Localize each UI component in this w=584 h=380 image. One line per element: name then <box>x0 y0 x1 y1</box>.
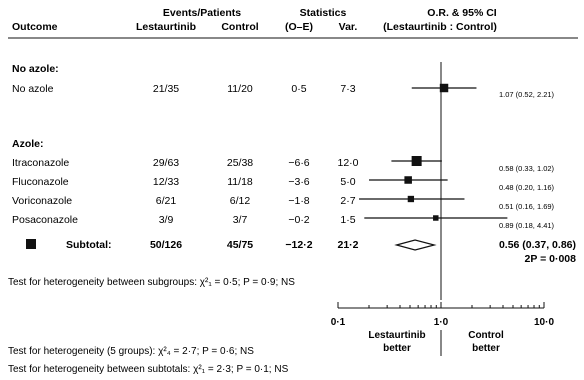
row-arm2: 11/20 <box>227 83 253 95</box>
row-label: Posaconazole <box>12 214 78 226</box>
row-label: No azole <box>12 83 54 95</box>
row-ci-text: 0.58 (0.33, 1.02) <box>499 164 555 173</box>
axis-left-label-line2: better <box>383 343 411 354</box>
axis-left-label-line1: Lestaurtinib <box>368 330 425 341</box>
row-arm1: 6/21 <box>156 195 177 207</box>
point-estimate-square <box>407 195 415 203</box>
footnote-heterogeneity-subtotals: Test for heterogeneity between subtotals… <box>8 364 289 375</box>
row-arm1: 3/9 <box>159 214 174 226</box>
subtotal-p-value: 2P = 0·008 <box>525 253 577 265</box>
row-arm1: 29/63 <box>153 157 179 169</box>
row-var: 1·5 <box>340 214 355 226</box>
row-oe: 0·5 <box>291 83 306 95</box>
table-row: Fluconazole 12/33 11/18 −3·6 5·0 0.48 (0… <box>12 176 555 192</box>
row-arm1: 21/35 <box>153 83 179 95</box>
header-events-group: Events/Patients <box>163 7 241 19</box>
section-heading-no-azole: No azole: <box>12 63 59 75</box>
subtotal-label: Subtotal: <box>66 239 112 251</box>
row-arm2: 3/7 <box>233 214 248 226</box>
subtotal-arm2: 45/75 <box>227 239 253 251</box>
subtotal-var: 21·2 <box>337 239 358 251</box>
footnote-heterogeneity-subgroups: Test for heterogeneity between subgroups… <box>8 277 295 288</box>
subtotal-diamond <box>394 239 437 251</box>
header-or-title: O.R. & 95% CI <box>427 7 497 19</box>
row-var: 2·7 <box>340 195 355 207</box>
x-tick-label: 0·1 <box>331 317 346 328</box>
forest-axis: 0·1 1·0 10·0 <box>331 302 554 356</box>
footnote-heterogeneity-5-groups: Test for heterogeneity (5 groups): χ²₄ =… <box>8 346 254 357</box>
row-oe: −3·6 <box>288 176 309 188</box>
point-estimate-square <box>404 176 412 184</box>
axis-right-label-line2: better <box>472 343 500 354</box>
table-row: Posaconazole 3/9 3/7 −0·2 1·5 0.89 (0.18… <box>12 214 555 230</box>
row-label: Itraconazole <box>12 157 69 169</box>
header-oe: (O–E) <box>285 21 313 33</box>
x-tick-label: 1·0 <box>434 317 449 328</box>
header-var: Var. <box>339 21 358 33</box>
table-row: Voriconazole 6/21 6/12 −1·8 2·7 0.51 (0.… <box>12 195 555 211</box>
row-ci-text: 0.89 (0.18, 4.41) <box>499 221 555 230</box>
row-oe: −6·6 <box>288 157 309 169</box>
row-arm1: 12/33 <box>153 176 179 188</box>
row-arm2: 6/12 <box>230 195 251 207</box>
subtotal-marker-square <box>26 239 36 249</box>
section-heading-azole: Azole: <box>12 138 44 150</box>
header-or-subtitle: (Lestaurtinib : Control) <box>383 21 497 33</box>
subtotal-oe: −12·2 <box>285 239 312 251</box>
row-arm2: 25/38 <box>227 157 253 169</box>
row-label: Voriconazole <box>12 195 72 207</box>
header-statistics-group: Statistics <box>300 7 347 19</box>
row-oe: −0·2 <box>288 214 309 226</box>
point-estimate-square <box>411 156 422 166</box>
row-arm2: 11/18 <box>227 176 253 188</box>
row-var: 7·3 <box>340 83 355 95</box>
axis-right-label-line1: Control <box>468 330 504 341</box>
table-row: No azole 21/35 11/20 0·5 7·3 1.07 (0.52,… <box>12 83 555 99</box>
subtotal-arm1: 50/126 <box>150 239 182 251</box>
forest-marks <box>359 62 508 300</box>
row-ci-text: 0.48 (0.20, 1.16) <box>499 183 555 192</box>
x-tick-label: 10·0 <box>534 317 554 328</box>
row-var: 5·0 <box>340 176 355 188</box>
row-label: Fluconazole <box>12 176 69 188</box>
point-estimate-square <box>433 215 439 221</box>
subtotal-ci-text: 0.56 (0.37, 0.86) <box>499 239 576 251</box>
row-var: 12·0 <box>337 157 358 169</box>
row-oe: −1·8 <box>288 195 309 207</box>
table-row: Itraconazole 29/63 25/38 −6·6 12·0 0.58 … <box>12 157 555 173</box>
row-ci-text: 1.07 (0.52, 2.21) <box>499 90 555 99</box>
row-ci-text: 0.51 (0.16, 1.69) <box>499 202 555 211</box>
header-outcome: Outcome <box>12 21 58 33</box>
header-arm2: Control <box>221 21 258 33</box>
header-arm1: Lestaurtinib <box>136 21 196 33</box>
point-estimate-square <box>439 83 449 93</box>
